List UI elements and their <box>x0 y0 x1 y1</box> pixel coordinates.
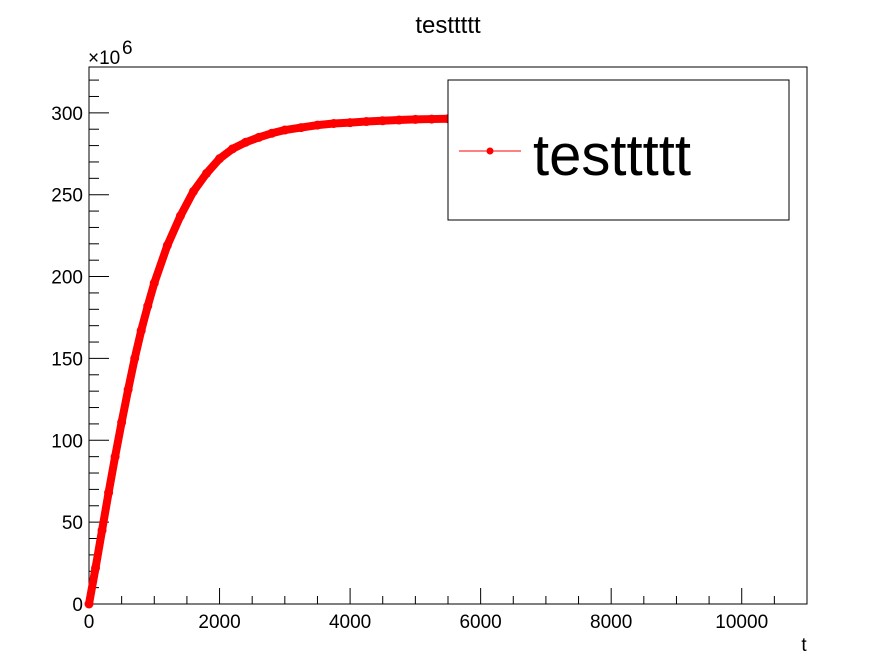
data-point <box>136 326 146 336</box>
y-tick-label: 0 <box>72 595 83 616</box>
data-point <box>410 114 420 124</box>
data-point <box>104 488 114 498</box>
data-point <box>201 168 211 178</box>
data-point <box>394 115 404 125</box>
data-point <box>91 563 101 573</box>
x-tick-label: 2000 <box>198 612 240 633</box>
series-layer <box>84 114 469 609</box>
chart-title: testtttt <box>415 12 481 39</box>
legend-box <box>447 79 790 221</box>
y-axis-exponent: ×10 6 <box>88 38 133 69</box>
x-tick-label: 8000 <box>590 612 632 633</box>
data-point <box>110 452 120 462</box>
data-point <box>241 137 251 147</box>
legend[interactable]: testtttt <box>447 79 790 221</box>
y-tick-label: 150 <box>51 349 83 370</box>
data-point <box>345 118 355 128</box>
data-point <box>162 240 172 250</box>
data-point <box>361 117 371 127</box>
data-point <box>329 118 339 128</box>
data-point <box>130 353 140 363</box>
data-point <box>378 116 388 126</box>
y-axis-exponent-base: ×10 <box>88 48 120 69</box>
y-tick-label: 50 <box>62 513 83 534</box>
legend-label: testtttt <box>533 123 691 188</box>
legend-marker-swatch <box>486 147 494 155</box>
x-tick-label: 6000 <box>459 612 501 633</box>
data-point <box>280 125 290 135</box>
data-point <box>117 417 127 427</box>
data-point <box>188 186 198 196</box>
data-point <box>143 301 153 311</box>
series-line <box>85 114 469 608</box>
x-tick-label: 0 <box>84 612 95 633</box>
data-point <box>427 114 437 124</box>
data-point <box>123 385 133 395</box>
data-point <box>149 278 159 288</box>
data-point <box>175 211 185 221</box>
y-tick-label: 200 <box>51 268 83 289</box>
axes: 0 2000 4000 6000 8000 10000 0 50 100 150 200 250 300 <box>51 79 808 633</box>
data-point <box>228 144 238 154</box>
data-point <box>312 120 322 130</box>
data-point <box>84 599 94 609</box>
data-point <box>215 154 225 164</box>
data-point <box>97 525 107 535</box>
y-axis-exponent-power: 6 <box>122 38 133 59</box>
y-tick-label: 300 <box>51 104 83 125</box>
x-tick-label: 10000 <box>715 612 768 633</box>
x-tick-label: 4000 <box>329 612 371 633</box>
y-tick-label: 100 <box>51 431 83 452</box>
data-point <box>267 128 277 138</box>
data-point <box>296 123 306 133</box>
x-axis-label: t <box>801 635 807 656</box>
data-point <box>254 132 264 142</box>
y-tick-label: 250 <box>51 186 83 207</box>
